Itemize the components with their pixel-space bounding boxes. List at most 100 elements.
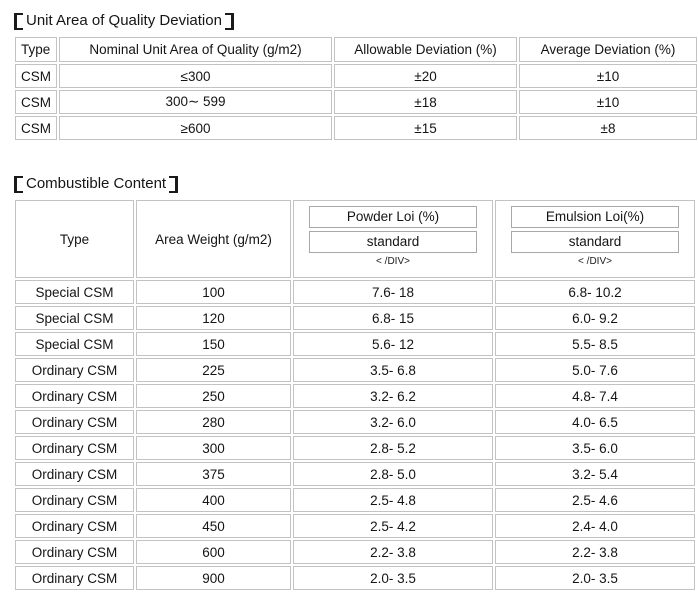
table-cell: 2.5- 4.6 xyxy=(495,488,695,512)
open-bracket-icon xyxy=(14,175,23,193)
combustible-content-table: Type Area Weight (g/m2) Powder Loi (%) s… xyxy=(13,198,697,592)
table-cell: 250 xyxy=(136,384,291,408)
table-cell: 400 xyxy=(136,488,291,512)
table-cell: 450 xyxy=(136,514,291,538)
table-cell: Ordinary CSM xyxy=(15,540,134,564)
table-cell: Ordinary CSM xyxy=(15,488,134,512)
table-cell: Ordinary CSM xyxy=(15,436,134,460)
table-row: Special CSM 150 5.6- 12 5.5- 8.5 xyxy=(15,332,695,356)
column-header-allowable-deviation: Allowable Deviation (%) xyxy=(334,37,517,62)
table-cell: 7.6- 18 xyxy=(293,280,493,304)
table-cell: Ordinary CSM xyxy=(15,462,134,486)
emulsion-div-tag: < /DIV> xyxy=(578,256,612,267)
table-cell: 5.5- 8.5 xyxy=(495,332,695,356)
powder-div-tag: < /DIV> xyxy=(376,256,410,267)
column-header-powder-loi: Powder Loi (%) standard < /DIV> xyxy=(293,200,493,278)
quality-deviation-header-row: Type Nominal Unit Area of Quality (g/m2)… xyxy=(15,37,697,62)
table-cell: 900 xyxy=(136,566,291,590)
table-row: CSM ≥600 ±15 ±8 xyxy=(15,116,697,140)
open-bracket-icon xyxy=(14,12,23,30)
table-cell: 120 xyxy=(136,306,291,330)
quality-deviation-table-body: CSM ≤300 ±20 ±10 CSM 300∼ 599 ±18 ±10 CSM ≥600 ±15… xyxy=(15,64,697,140)
table-cell: Ordinary CSM xyxy=(15,410,134,434)
table-row: CSM ≤300 ±20 ±10 xyxy=(15,64,697,88)
table-cell: ±15 xyxy=(334,116,517,140)
table-cell: 3.5- 6.8 xyxy=(293,358,493,382)
table-cell: ≤300 xyxy=(59,64,332,88)
quality-deviation-title-text: Unit Area of Quality Deviation xyxy=(26,12,222,29)
close-bracket-icon xyxy=(224,12,234,30)
table-cell: ±10 xyxy=(519,90,697,114)
table-cell: 100 xyxy=(136,280,291,304)
table-row: Special CSM 100 7.6- 18 6.8- 10.2 xyxy=(15,280,695,304)
table-cell: Special CSM xyxy=(15,306,134,330)
table-cell: 3.5- 6.0 xyxy=(495,436,695,460)
combustible-content-table-body: Special CSM 100 7.6- 18 6.8- 10.2 Special CS… xyxy=(15,280,695,590)
table-cell: Special CSM xyxy=(15,280,134,304)
powder-loi-box: Powder Loi (%) xyxy=(309,206,477,228)
table-cell: 5.0- 7.6 xyxy=(495,358,695,382)
table-cell: 225 xyxy=(136,358,291,382)
table-cell: Ordinary CSM xyxy=(15,384,134,408)
table-cell: Ordinary CSM xyxy=(15,566,134,590)
table-cell: ±20 xyxy=(334,64,517,88)
table-row: Ordinary CSM 375 2.8- 5.0 3.2- 5.4 xyxy=(15,462,695,486)
table-row: Ordinary CSM 400 2.5- 4.8 2.5- 4.6 xyxy=(15,488,695,512)
powder-standard-box: standard xyxy=(309,231,477,253)
table-cell: 375 xyxy=(136,462,291,486)
table-cell: 300 xyxy=(136,436,291,460)
column-header-nominal-unit-area: Nominal Unit Area of Quality (g/m2) xyxy=(59,37,332,62)
table-row: Ordinary CSM 450 2.5- 4.2 2.4- 4.0 xyxy=(15,514,695,538)
table-cell: Ordinary CSM xyxy=(15,514,134,538)
close-bracket-icon xyxy=(169,175,179,193)
table-cell: 2.5- 4.2 xyxy=(293,514,493,538)
table-row: Ordinary CSM 300 2.8- 5.2 3.5- 6.0 xyxy=(15,436,695,460)
table-cell: 5.6- 12 xyxy=(293,332,493,356)
table-row: Ordinary CSM 900 2.0- 3.5 2.0- 3.5 xyxy=(15,566,695,590)
table-cell: 6.0- 9.2 xyxy=(495,306,695,330)
table-cell: ≥600 xyxy=(59,116,332,140)
emulsion-loi-box: Emulsion Loi(%) xyxy=(511,206,679,228)
column-header-emulsion-loi: Emulsion Loi(%) standard < /DIV> xyxy=(495,200,695,278)
table-row: Ordinary CSM 600 2.2- 3.8 2.2- 3.8 xyxy=(15,540,695,564)
table-cell: 3.2- 6.2 xyxy=(293,384,493,408)
table-cell: CSM xyxy=(15,90,57,114)
table-cell: 150 xyxy=(136,332,291,356)
table-cell: 280 xyxy=(136,410,291,434)
table-cell: 2.5- 4.8 xyxy=(293,488,493,512)
column-header-average-deviation: Average Deviation (%) xyxy=(519,37,697,62)
table-cell: 3.2- 5.4 xyxy=(495,462,695,486)
combustible-content-title: Combustible Content xyxy=(14,175,690,193)
table-cell: 300∼ 599 xyxy=(59,90,332,114)
table-cell: CSM xyxy=(15,116,57,140)
table-cell: 6.8- 10.2 xyxy=(495,280,695,304)
table-cell: 6.8- 15 xyxy=(293,306,493,330)
combustible-content-title-text: Combustible Content xyxy=(26,175,167,192)
table-cell: 2.8- 5.2 xyxy=(293,436,493,460)
table-cell: Ordinary CSM xyxy=(15,358,134,382)
table-cell: 2.0- 3.5 xyxy=(495,566,695,590)
column-header-area-weight: Area Weight (g/m2) xyxy=(136,200,291,278)
table-cell: CSM xyxy=(15,64,57,88)
table-cell: 2.2- 3.8 xyxy=(293,540,493,564)
table-row: Ordinary CSM 250 3.2- 6.2 4.8- 7.4 xyxy=(15,384,695,408)
table-cell: 2.8- 5.0 xyxy=(293,462,493,486)
table-row: CSM 300∼ 599 ±18 ±10 xyxy=(15,90,697,114)
emulsion-standard-box: standard xyxy=(511,231,679,253)
table-cell: ±18 xyxy=(334,90,517,114)
table-cell: 4.0- 6.5 xyxy=(495,410,695,434)
table-row: Ordinary CSM 280 3.2- 6.0 4.0- 6.5 xyxy=(15,410,695,434)
column-header-type: Type xyxy=(15,37,57,62)
table-cell: 3.2- 6.0 xyxy=(293,410,493,434)
table-row: Ordinary CSM 225 3.5- 6.8 5.0- 7.6 xyxy=(15,358,695,382)
quality-deviation-table: Type Nominal Unit Area of Quality (g/m2)… xyxy=(13,35,698,142)
table-cell: ±10 xyxy=(519,64,697,88)
column-header-type: Type xyxy=(15,200,134,278)
table-cell: 2.4- 4.0 xyxy=(495,514,695,538)
table-row: Special CSM 120 6.8- 15 6.0- 9.2 xyxy=(15,306,695,330)
table-cell: ±8 xyxy=(519,116,697,140)
table-cell: Special CSM xyxy=(15,332,134,356)
table-cell: 600 xyxy=(136,540,291,564)
table-cell: 2.2- 3.8 xyxy=(495,540,695,564)
